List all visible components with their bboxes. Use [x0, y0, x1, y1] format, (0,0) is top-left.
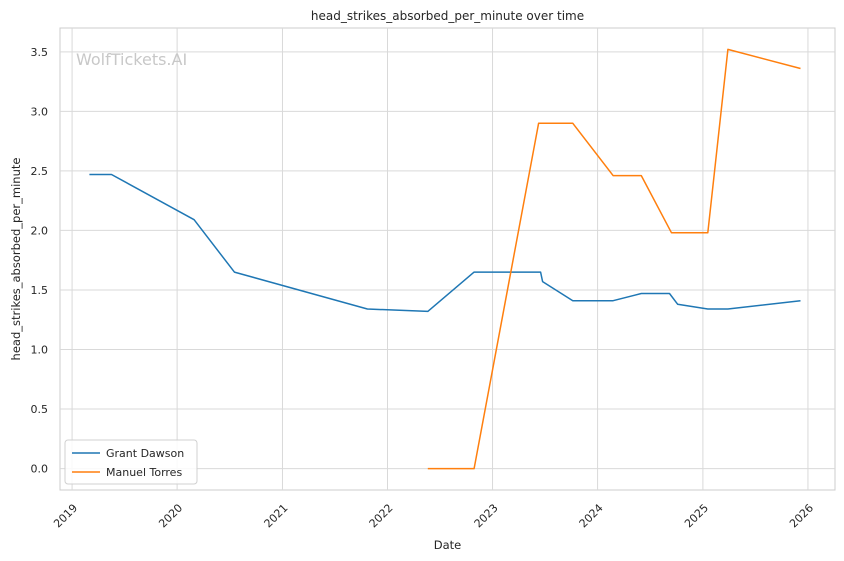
- y-tick-label: 1.0: [31, 343, 49, 356]
- x-tick-label: 2021: [262, 501, 291, 530]
- legend-box: [64, 439, 198, 485]
- x-tick-label: 2025: [682, 501, 711, 530]
- y-tick-label: 2.5: [31, 165, 49, 178]
- x-tick-label: 2020: [156, 501, 185, 530]
- series-line-manuel-torres: [427, 48, 801, 470]
- legend-label-grant-dawson: Grant Dawson: [106, 447, 184, 460]
- x-tick-label: 2026: [787, 501, 816, 530]
- y-tick-label: 0.5: [31, 403, 49, 416]
- y-tick-label: 0.0: [31, 463, 49, 476]
- x-tick-labels: 2019 2020 2021 2022 2023 2024 2025 2026: [51, 501, 816, 530]
- x-tick-label: 2023: [472, 501, 501, 530]
- series-line-grant-dawson: [89, 173, 801, 313]
- legend-label-manuel-torres: Manuel Torres: [106, 466, 182, 479]
- y-tick-label: 3.5: [31, 46, 49, 59]
- plot-area: [59, 27, 836, 491]
- y-tick-label: 3.0: [31, 105, 49, 118]
- x-tick-label: 2019: [51, 501, 80, 530]
- watermark: WolfTickets.AI: [76, 50, 187, 69]
- x-axis-title: Date: [434, 538, 462, 552]
- x-tick-label: 2022: [367, 501, 396, 530]
- legend: Grant Dawson Manuel Torres: [64, 439, 198, 485]
- series-layer: [89, 48, 801, 470]
- y-tick-labels: 0.0 0.5 1.0 1.5 2.0 2.5 3.0 3.5: [31, 46, 49, 476]
- x-gridlines: [71, 28, 809, 490]
- y-tick-label: 2.0: [31, 224, 49, 237]
- y-axis-title: head_strikes_absorbed_per_minute: [9, 158, 23, 361]
- chart-title: head_strikes_absorbed_per_minute over ti…: [311, 9, 584, 23]
- y-tick-label: 1.5: [31, 284, 49, 297]
- x-tick-label: 2024: [577, 501, 606, 530]
